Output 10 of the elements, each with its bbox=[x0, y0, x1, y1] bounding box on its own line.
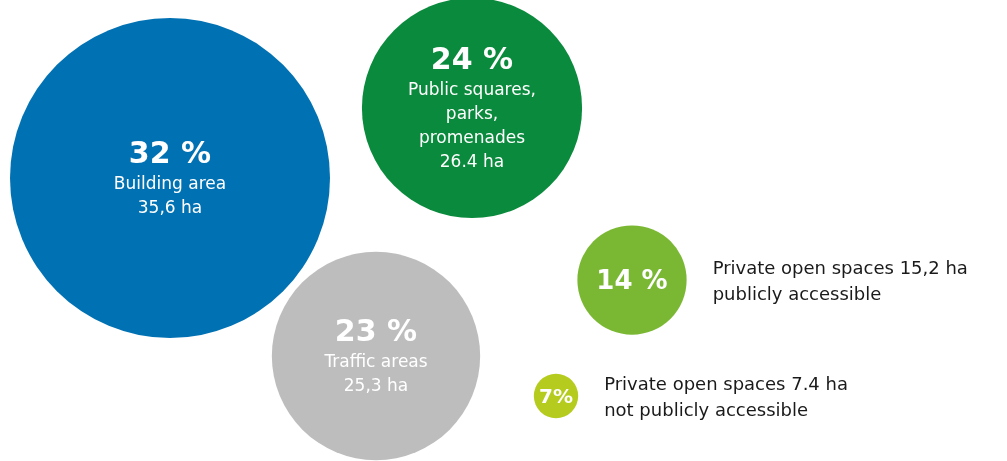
category-label: Public squares, parks, promenades 26.4 ha bbox=[408, 79, 536, 171]
data-label: 14 % bbox=[596, 265, 668, 296]
category-label: Building area 35,6 ha bbox=[113, 173, 227, 217]
data-label: 32 % bbox=[128, 135, 212, 170]
data-label: 23 % bbox=[334, 313, 418, 348]
category-label: Private open spaces 7.4 ha not publicly accessible bbox=[604, 373, 848, 420]
data-label: 24 % bbox=[430, 41, 514, 76]
data-label: 7% bbox=[539, 384, 573, 409]
category-label: Traffic areas 25,3 ha bbox=[323, 351, 428, 395]
category-label: Private open spaces 15,2 ha publicly accessible bbox=[712, 257, 968, 304]
